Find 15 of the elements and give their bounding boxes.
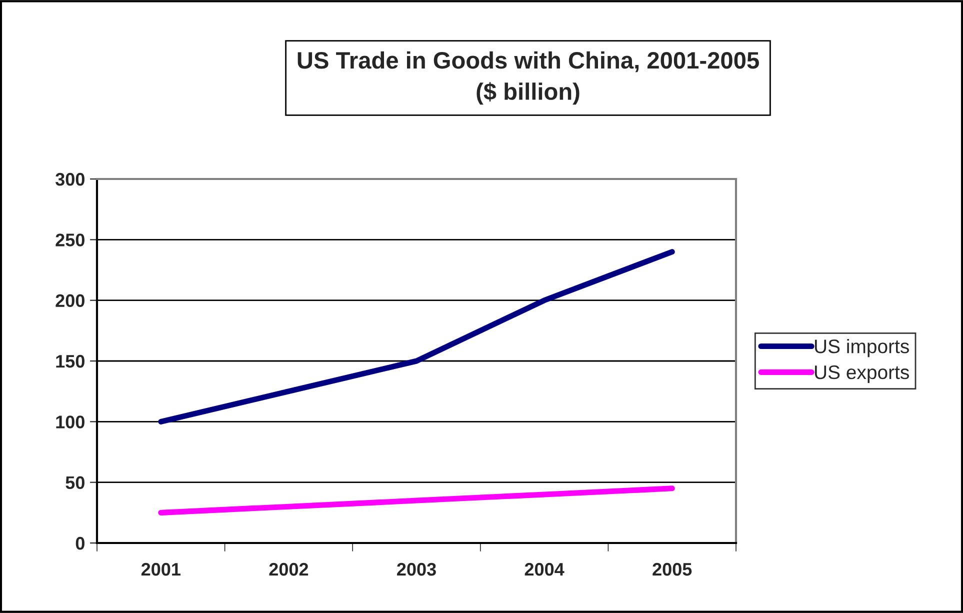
x-tick-label: 2004 xyxy=(524,562,564,576)
chart-title: US Trade in Goods with China, 2001-2005 ($ billion) xyxy=(298,51,759,105)
y-tick-label: 250 xyxy=(56,234,84,246)
legend-label: US exports xyxy=(815,365,909,384)
x-tick-label: 2003 xyxy=(397,562,436,576)
y-tick-label: 200 xyxy=(56,294,84,308)
y-tick-label: 50 xyxy=(66,476,84,490)
legend-label: US imports xyxy=(815,338,909,358)
x-tick-label: 2002 xyxy=(269,562,308,576)
y-tick-label: 300 xyxy=(55,172,84,186)
x-tick-label: 2001 xyxy=(141,562,180,576)
y-tick-label: 150 xyxy=(56,354,84,368)
x-tick-label: 2005 xyxy=(652,562,692,576)
y-tick-label: 0 xyxy=(76,536,84,550)
y-tick-label: 100 xyxy=(56,416,84,428)
